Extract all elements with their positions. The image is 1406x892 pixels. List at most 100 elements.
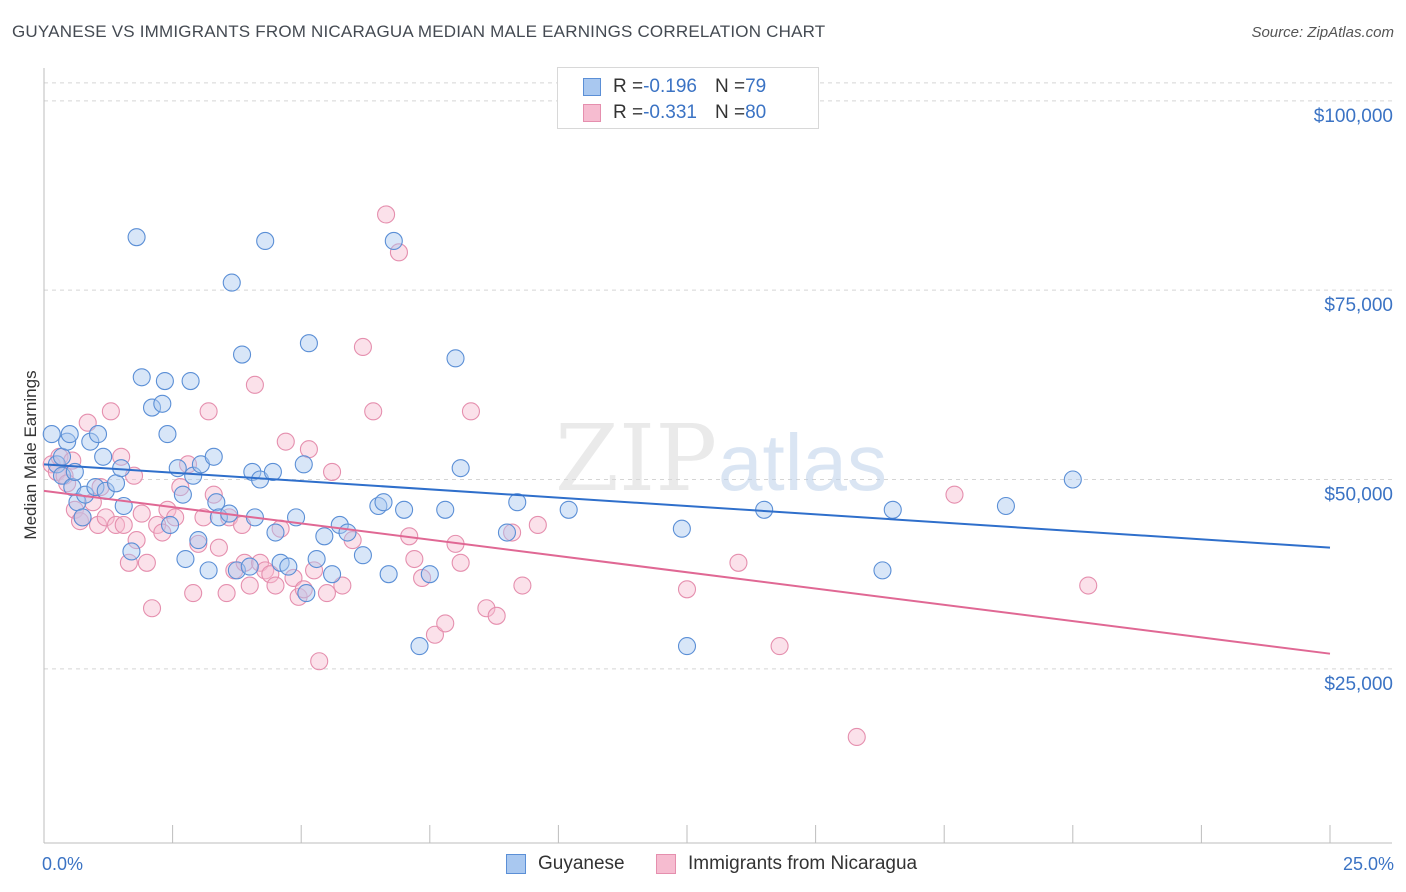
guyanese-point bbox=[256, 231, 275, 251]
guyanese-point bbox=[173, 485, 192, 504]
nicaragua-point bbox=[240, 576, 259, 595]
guyanese-point bbox=[42, 425, 61, 444]
guyanese-point bbox=[222, 273, 241, 292]
guyanese-point bbox=[353, 546, 372, 565]
guyanese-point bbox=[132, 368, 151, 387]
nicaragua-point bbox=[209, 538, 228, 557]
guyanese-point bbox=[873, 561, 892, 580]
guyanese-trend-line bbox=[43, 463, 1331, 549]
y-tick-label: $50,000 bbox=[1324, 485, 1393, 506]
nicaragua-point bbox=[119, 553, 138, 572]
nicaragua-point bbox=[184, 584, 203, 603]
guyanese-point bbox=[65, 462, 84, 481]
nicaragua-point bbox=[114, 515, 133, 534]
guyanese-point bbox=[379, 565, 398, 584]
chart-legend: Guyanese Immigrants from Nicaragua bbox=[0, 853, 1406, 877]
guyanese-point bbox=[559, 500, 578, 519]
y-tick-label: $100,000 bbox=[1314, 106, 1393, 127]
watermark: ZIP atlas bbox=[555, 405, 887, 512]
guyanese-point bbox=[232, 345, 252, 364]
x-tick-labels: 0.0% 25.0% bbox=[42, 854, 1394, 874]
nicaragua-point bbox=[299, 440, 318, 459]
nicaragua-point bbox=[729, 553, 748, 572]
nicaragua-point bbox=[266, 576, 285, 595]
n-label: N = bbox=[714, 76, 746, 97]
guyanese-point bbox=[81, 432, 100, 451]
guyanese-point bbox=[299, 334, 318, 353]
guyanese-point bbox=[446, 349, 465, 368]
guyanese-point bbox=[279, 557, 298, 576]
axes bbox=[43, 68, 1392, 844]
nicaragua-point bbox=[284, 568, 303, 588]
guyanese-swatch bbox=[583, 78, 601, 96]
guyanese-legend-swatch bbox=[506, 854, 526, 874]
n-value: 79 bbox=[745, 76, 767, 97]
nicaragua-point bbox=[353, 337, 372, 357]
nicaragua-point bbox=[1079, 576, 1098, 595]
nicaragua-legend-swatch bbox=[656, 854, 676, 874]
legend-item-nicaragua[interactable]: Immigrants from Nicaragua bbox=[656, 853, 917, 875]
nicaragua-point bbox=[194, 508, 213, 527]
nicaragua-point bbox=[425, 625, 444, 644]
stats-legend: R = -0.196 N = 79 R = -0.331 N = 80 bbox=[557, 67, 819, 129]
nicaragua-point bbox=[153, 523, 172, 542]
nicaragua-point bbox=[96, 508, 115, 527]
chart-title: GUYANESE VS IMMIGRANTS FROM NICARAGUA ME… bbox=[12, 22, 826, 41]
nicaragua-point bbox=[189, 534, 208, 553]
nicaragua-point bbox=[199, 402, 218, 421]
guyanese-point bbox=[374, 493, 393, 512]
stats-row-guyanese: R = -0.196 N = 79 bbox=[558, 74, 766, 100]
nicaragua-point bbox=[142, 599, 162, 618]
nicaragua-point bbox=[451, 553, 470, 572]
nicaragua-point bbox=[770, 637, 789, 656]
nicaragua-point bbox=[405, 549, 424, 569]
watermark-zip: ZIP bbox=[555, 405, 717, 512]
guyanese-point bbox=[240, 557, 259, 576]
r-value: -0.196 bbox=[643, 76, 697, 97]
guyanese-point bbox=[497, 523, 517, 542]
guyanese-point bbox=[60, 425, 79, 444]
nicaragua-point bbox=[436, 614, 455, 633]
nicaragua-point bbox=[677, 580, 697, 599]
guyanese-point bbox=[677, 637, 697, 656]
guyanese-point bbox=[266, 523, 285, 542]
guyanese-point bbox=[338, 523, 357, 542]
nicaragua-point bbox=[78, 413, 97, 432]
r-label: R = bbox=[613, 102, 644, 123]
guyanese-point bbox=[153, 394, 172, 413]
nicaragua-point bbox=[513, 576, 532, 595]
guyanese-point bbox=[106, 474, 126, 493]
guyanese-point bbox=[204, 447, 223, 466]
guyanese-point bbox=[127, 228, 146, 247]
nicaragua-point bbox=[364, 402, 383, 421]
series-guyanese-points bbox=[42, 228, 1082, 656]
guyanese-point bbox=[297, 584, 316, 603]
guyanese-point bbox=[420, 565, 439, 584]
nicaragua-point bbox=[847, 727, 866, 747]
legend-item-guyanese[interactable]: Guyanese bbox=[506, 853, 625, 875]
legend-label: Guyanese bbox=[538, 853, 625, 874]
nicaragua-point bbox=[305, 561, 324, 580]
guyanese-point bbox=[122, 542, 141, 561]
guyanese-point bbox=[176, 549, 195, 569]
y-tick-label: $25,000 bbox=[1324, 674, 1393, 695]
trend-lines bbox=[43, 463, 1331, 655]
guyanese-point bbox=[410, 637, 429, 656]
nicaragua-point bbox=[132, 504, 151, 523]
chart-source: Source: ZipAtlas.com bbox=[1251, 24, 1394, 41]
watermark-atlas: atlas bbox=[718, 418, 887, 507]
nicaragua-point bbox=[276, 432, 295, 451]
nicaragua-point bbox=[127, 531, 146, 550]
guyanese-point bbox=[155, 372, 174, 391]
guyanese-point bbox=[243, 462, 262, 481]
guyanese-point bbox=[142, 398, 162, 417]
guyanese-point bbox=[307, 549, 326, 569]
nicaragua-trend-line bbox=[43, 489, 1331, 655]
x-tick-label-max: 25.0% bbox=[1343, 854, 1394, 874]
nicaragua-point bbox=[389, 243, 408, 262]
guyanese-point bbox=[88, 425, 108, 444]
guyanese-point bbox=[73, 508, 92, 527]
legend-label: Immigrants from Nicaragua bbox=[688, 853, 918, 874]
y-tick-label: $75,000 bbox=[1324, 295, 1393, 316]
nicaragua-point bbox=[503, 523, 522, 542]
